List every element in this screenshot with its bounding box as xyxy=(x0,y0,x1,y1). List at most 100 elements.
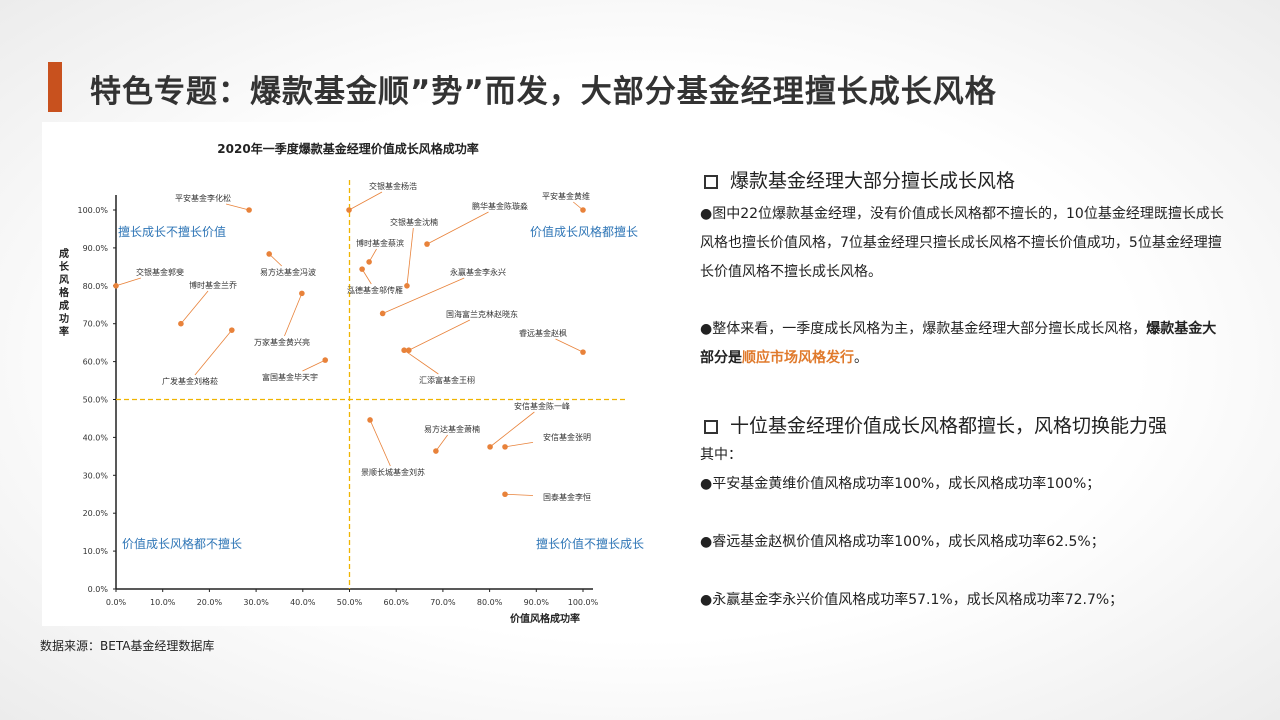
x-tick-label: 80.0% xyxy=(477,598,503,607)
point xyxy=(580,349,586,355)
leader-line xyxy=(435,434,448,452)
leader-line xyxy=(406,227,414,286)
point xyxy=(299,290,305,297)
leader-line xyxy=(115,277,141,287)
point xyxy=(502,491,508,498)
point xyxy=(346,207,352,213)
point-label: 泓德基金邬传雁 xyxy=(347,285,403,295)
point-label: 交银基金郭斐 xyxy=(136,267,184,277)
point xyxy=(502,444,508,450)
point xyxy=(359,266,365,272)
point xyxy=(433,448,439,454)
point-label: 交银基金沈楠 xyxy=(390,217,438,227)
point xyxy=(404,283,410,289)
point-label: 博时基金兰乔 xyxy=(189,280,237,290)
point-label: 平安基金李化松 xyxy=(175,193,231,203)
heading: 十位基金经理价值成长风格都擅长，风格切换能力强 xyxy=(700,411,1225,441)
y-tick-label: 0.0% xyxy=(88,585,109,594)
leader-line xyxy=(194,329,233,376)
paragraph: ●整体来看，一季度成长风格为主，爆款基金经理大部分擅长成长风格，爆款基金大部分是… xyxy=(700,315,1225,373)
y-tick-label: 60.0% xyxy=(83,358,109,367)
x-tick-label: 10.0% xyxy=(150,598,176,607)
point-label: 安信基金张明 xyxy=(543,432,591,442)
leader-line xyxy=(382,277,465,314)
leader-line xyxy=(348,191,383,211)
point-label: 国泰基金李恒 xyxy=(543,492,591,502)
text: ●整体来看，一季度成长风格为主，爆款基金经理大部分擅长成长风格， xyxy=(700,321,1147,337)
point xyxy=(366,259,372,265)
quadrant-label: 价值成长风格都擅长 xyxy=(530,224,638,239)
text-panel: 爆款基金经理大部分擅长成长风格 ●图中22位爆款基金经理，没有价值成长风格都不擅… xyxy=(700,166,1225,615)
point-label: 易方达基金萧楠 xyxy=(424,424,480,434)
point-label: 汇添富基金王栩 xyxy=(419,375,475,385)
text: 。 xyxy=(854,350,868,366)
point xyxy=(113,283,119,289)
list-item: ●睿远基金赵枫价值风格成功率100%，成长风格成功率62.5%； xyxy=(700,534,1105,550)
y-tick-label: 90.0% xyxy=(83,244,109,253)
y-tick-label: 80.0% xyxy=(83,282,109,291)
x-axis-label: 价值风格成功率 xyxy=(510,612,580,625)
x-tick-label: 20.0% xyxy=(197,598,223,607)
leader-line xyxy=(369,419,391,467)
point-label: 博时基金蔡滨 xyxy=(356,238,404,248)
paragraph: 其中： xyxy=(700,447,742,463)
y-tick-label: 20.0% xyxy=(83,509,109,518)
leader-line xyxy=(489,411,535,448)
point-label: 鹏华基金陈璇淼 xyxy=(472,201,528,211)
x-tick-label: 40.0% xyxy=(290,598,316,607)
point xyxy=(322,357,329,363)
source-note: 数据来源：BETA基金经理数据库 xyxy=(40,639,215,653)
y-axis-label: 成长风格成功率 xyxy=(57,247,69,339)
x-tick-label: 70.0% xyxy=(430,598,456,607)
x-tick-label: 50.0% xyxy=(337,598,363,607)
point xyxy=(367,417,373,423)
x-tick-label: 60.0% xyxy=(383,598,409,607)
leader-line xyxy=(504,493,534,496)
leader-line xyxy=(284,293,303,337)
x-tick-label: 100.0% xyxy=(568,598,599,607)
point-label: 景顺长城基金刘苏 xyxy=(361,467,425,477)
y-tick-label: 100.0% xyxy=(77,206,108,215)
point-label: 睿远基金赵枫 xyxy=(519,328,567,338)
leader-line xyxy=(504,442,534,448)
text: 爆款基金大部分是 xyxy=(700,321,1217,366)
chart-background xyxy=(42,122,655,626)
point xyxy=(406,347,412,354)
list-item: ●平安基金黄维价值风格成功率100%，成长风格成功率100%； xyxy=(700,476,1101,492)
point xyxy=(401,347,407,354)
slide-title: 特色专题：爆款基金顺”势”而发，大部分基金经理擅长成长风格 xyxy=(90,74,997,110)
leader-line xyxy=(302,359,326,372)
y-tick-label: 40.0% xyxy=(83,433,109,442)
point xyxy=(424,241,430,247)
paragraph: ●图中22位爆款基金经理，没有价值成长风格都不擅长的，10位基金经理既擅长成长风… xyxy=(700,206,1224,280)
leader-line xyxy=(426,211,489,245)
leader-line xyxy=(225,203,250,211)
point-label: 易方达基金冯波 xyxy=(260,267,316,277)
point-label: 国海富兰克林赵晓东 xyxy=(446,309,518,319)
chart-title: 2020年一季度爆款基金经理价值成长风格成功率 xyxy=(217,141,478,156)
title-accent xyxy=(48,62,62,112)
y-tick-label: 70.0% xyxy=(83,320,109,329)
x-tick-label: 0.0% xyxy=(106,598,127,607)
quadrant-label: 擅长成长不擅长价值 xyxy=(118,224,226,239)
x-tick-label: 30.0% xyxy=(243,598,269,607)
leader-line xyxy=(361,268,372,285)
point-label: 万家基金黄兴亮 xyxy=(254,337,310,347)
leader-line xyxy=(403,349,439,375)
y-tick-label: 10.0% xyxy=(83,547,109,556)
point-label: 永赢基金李永兴 xyxy=(450,267,506,277)
y-tick-label: 50.0% xyxy=(83,396,109,405)
point-label: 富国基金毕天宇 xyxy=(262,372,318,382)
leader-line xyxy=(180,290,209,324)
quadrant-label: 擅长价值不擅长成长 xyxy=(536,536,644,551)
quadrant-label: 价值成长风格都不擅长 xyxy=(122,536,242,551)
x-tick-label: 90.0% xyxy=(524,598,550,607)
point xyxy=(246,207,252,213)
point xyxy=(487,444,493,450)
leader-line xyxy=(555,338,584,353)
point-label: 安信基金陈一峰 xyxy=(514,401,570,411)
highlight: 顺应市场风格发行 xyxy=(742,350,854,366)
y-tick-label: 30.0% xyxy=(83,471,109,480)
